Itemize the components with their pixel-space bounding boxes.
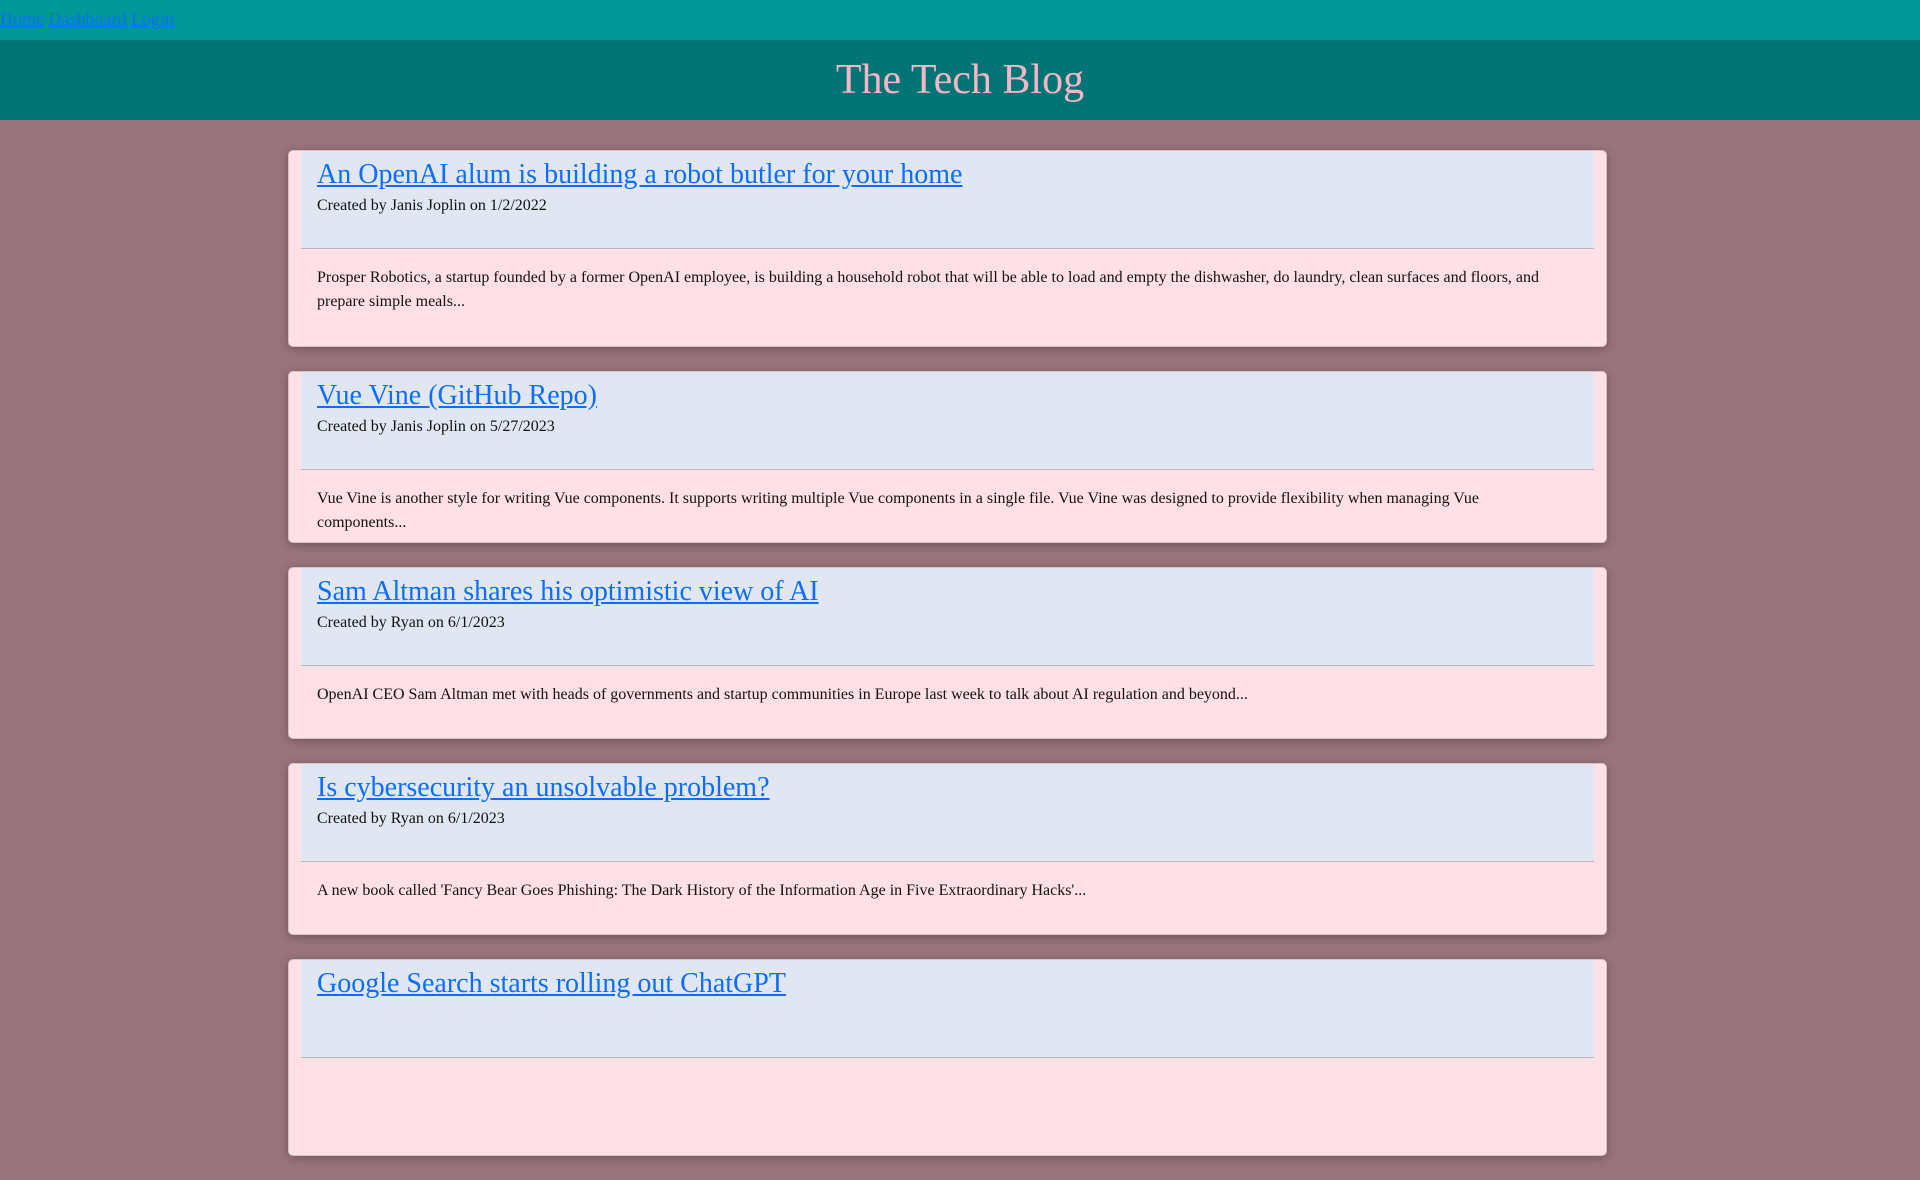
post-header: Google Search starts rolling out ChatGPT (301, 960, 1594, 1058)
site-title: The Tech Blog (835, 57, 1085, 103)
post-title-link[interactable]: Sam Altman shares his optimistic view of… (317, 576, 819, 607)
post-card: An OpenAI alum is building a robot butle… (288, 150, 1607, 347)
post-meta: Created by Ryan on 6/1/2023 (317, 614, 505, 631)
post-excerpt: Vue Vine is another style for writing Vu… (317, 490, 1479, 531)
post-title-link[interactable]: Vue Vine (GitHub Repo) (317, 380, 597, 411)
post-meta: Created by Janis Joplin on 5/27/2023 (317, 418, 555, 435)
site-header: The Tech Blog (0, 40, 1920, 120)
nav-home-link[interactable]: Home (0, 9, 44, 29)
post-header: Vue Vine (GitHub Repo) Created by Janis … (301, 372, 1594, 470)
post-excerpt: Prosper Robotics, a startup founded by a… (317, 269, 1540, 310)
post-title-link[interactable]: Google Search starts rolling out ChatGPT (317, 968, 786, 999)
post-header: Is cybersecurity an unsolvable problem? … (301, 764, 1594, 862)
post-excerpt: OpenAI CEO Sam Altman met with heads of … (317, 686, 1248, 703)
nav-login-link[interactable]: Login (130, 9, 174, 29)
post-card: Sam Altman shares his optimistic view of… (288, 567, 1607, 739)
nav-dashboard-link[interactable]: Dashboard (48, 9, 127, 29)
post-card: Vue Vine (GitHub Repo) Created by Janis … (288, 371, 1607, 543)
post-header: An OpenAI alum is building a robot butle… (301, 151, 1594, 249)
post-meta: Created by Janis Joplin on 1/2/2022 (317, 197, 547, 214)
post-card: Is cybersecurity an unsolvable problem? … (288, 763, 1607, 935)
top-nav: Home Dashboard Login (0, 0, 1920, 40)
post-header: Sam Altman shares his optimistic view of… (301, 568, 1594, 666)
post-excerpt: A new book called 'Fancy Bear Goes Phish… (317, 882, 1087, 899)
post-list: An OpenAI alum is building a robot butle… (288, 150, 1607, 1180)
post-title-link[interactable]: An OpenAI alum is building a robot butle… (317, 159, 963, 190)
post-card: Google Search starts rolling out ChatGPT (288, 959, 1607, 1156)
post-title-link[interactable]: Is cybersecurity an unsolvable problem? (317, 772, 770, 803)
post-meta: Created by Ryan on 6/1/2023 (317, 810, 505, 827)
